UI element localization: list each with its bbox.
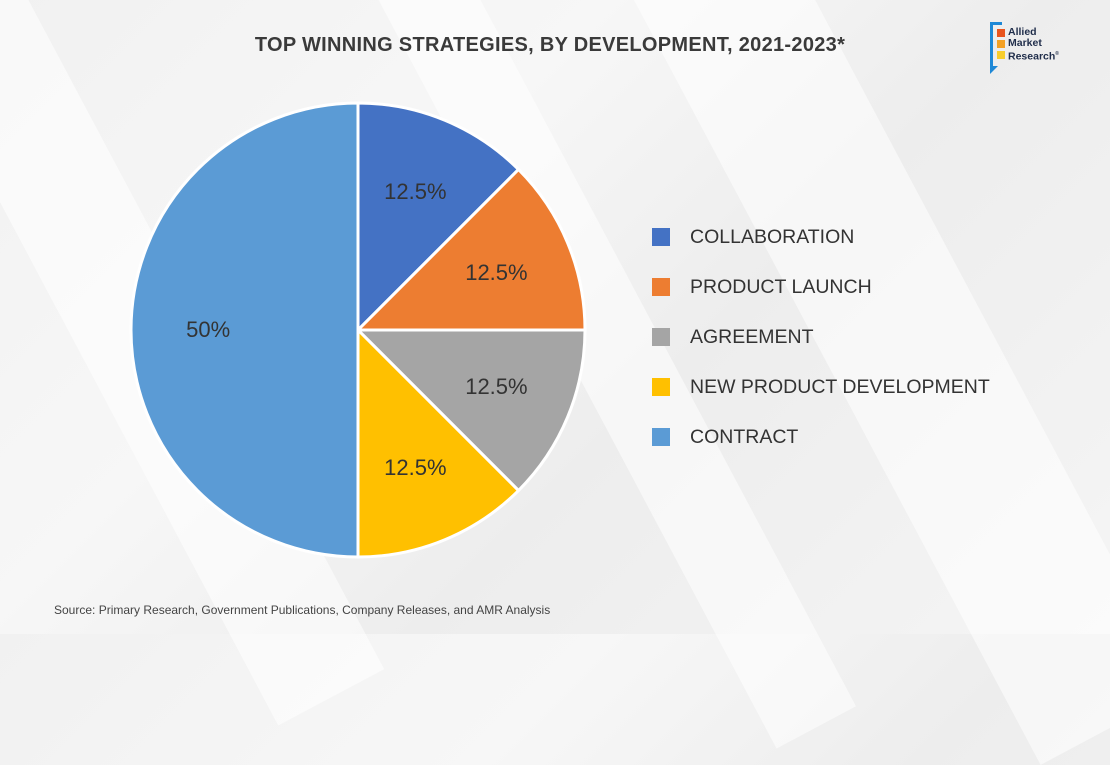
pie-slice-contract [129, 101, 360, 559]
pie-slice-collaboration [356, 101, 521, 332]
slice-label-contract: 50% [186, 317, 231, 342]
legend-label: AGREEMENT [690, 325, 814, 348]
logo-text-line3: Research® [1008, 49, 1059, 63]
slice-label-product-launch: 12.5% [465, 259, 528, 285]
pie-slice-product-launch [356, 167, 587, 332]
legend-item-new-product-development: NEW PRODUCT DEVELOPMENT [652, 362, 990, 412]
legend-item-collaboration: COLLABORATION [652, 212, 990, 262]
chart-legend: COLLABORATION PRODUCT LAUNCH AGREEMENT NEW … [652, 212, 990, 462]
legend-label: NEW PRODUCT DEVELOPMENT [690, 375, 990, 398]
logo-speech-tail-icon [990, 66, 998, 74]
allied-market-research-logo: Allied Market Research® [990, 22, 1086, 74]
pie-chart [129, 101, 587, 559]
slice-label-new-product-development: 12.5% [384, 455, 447, 481]
legend-swatch [652, 328, 670, 346]
legend-swatch [652, 378, 670, 396]
source-note: Source: Primary Research, Government Pub… [54, 603, 551, 617]
pie-slice-agreement [356, 328, 587, 493]
legend-swatch [652, 278, 670, 296]
logo-block-yellow [997, 51, 1005, 59]
slice-label-agreement: 12.5% [465, 374, 528, 400]
logo-text-line1: Allied [1008, 26, 1037, 38]
pie-slice-new-product-development [356, 328, 521, 559]
legend-swatch [652, 428, 670, 446]
legend-swatch [652, 228, 670, 246]
legend-label: COLLABORATION [690, 225, 855, 248]
chart-title: TOP WINNING STRATEGIES, BY DEVELOPMENT, … [254, 34, 846, 56]
legend-label: CONTRACT [690, 425, 799, 448]
logo-text-line2: Market [1008, 37, 1042, 49]
logo-text-line3-word: Research [1008, 50, 1056, 63]
logo-block-red [997, 29, 1005, 37]
registered-mark: ® [1055, 51, 1059, 57]
legend-item-product-launch: PRODUCT LAUNCH [652, 262, 990, 312]
legend-item-contract: CONTRACT [652, 412, 990, 462]
legend-item-agreement: AGREEMENT [652, 312, 990, 362]
legend-label: PRODUCT LAUNCH [690, 275, 872, 298]
slice-label-collaboration: 12.5% [384, 178, 447, 204]
logo-block-orange [997, 40, 1005, 48]
logo-frame-icon [990, 22, 1002, 66]
